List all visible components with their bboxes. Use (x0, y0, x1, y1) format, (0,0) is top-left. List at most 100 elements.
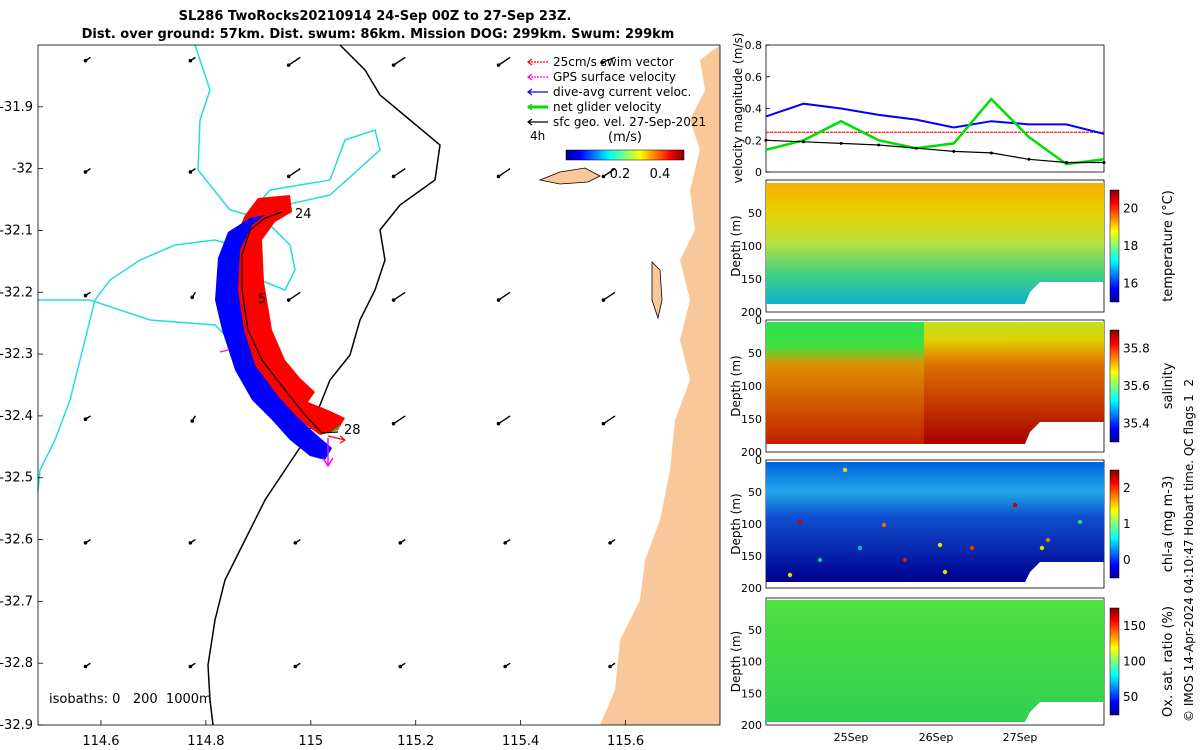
velocity-point (989, 151, 993, 155)
velocity-ylabel: velocity magnitude (m/s) (731, 33, 745, 184)
temperature-panel (765, 179, 1105, 313)
velocity-series-line (765, 102, 1105, 135)
depth-tick-label: 50 (748, 624, 762, 637)
legend-label: GPS surface velocity (553, 70, 676, 84)
depth-tick-label: 50 (748, 207, 762, 220)
map-y-axis: -31.9 -32 -32.1 -32.2 -32.3 -32.4 -32.5 -32.6 -3… (0, 100, 43, 733)
time-tick-label: 27Sep (1003, 731, 1038, 744)
chla-hotspot (881, 522, 887, 528)
velocity-y-axis: 0 0.2 0.4 0.6 0.8 (745, 39, 770, 179)
colorbar-tick-label: 50 (1123, 690, 1138, 704)
chla-hotspot (817, 557, 823, 563)
track-blue-band (215, 215, 332, 460)
chla-hotspot (902, 557, 908, 563)
geo-vel-arrow (188, 168, 196, 174)
glider-track (241, 211, 339, 434)
chla-hotspot (1039, 545, 1045, 551)
garden-island (651, 261, 663, 320)
colorbar-tick-label: 1 (1123, 517, 1131, 531)
velocity-y-tick-label: 0.2 (745, 134, 763, 147)
map-y-tick-label: -31.9 (0, 100, 33, 115)
chla-panel (765, 459, 1105, 589)
map-axes-box (37, 44, 721, 726)
isobath-200m (37, 44, 381, 491)
depth-tick-label: 0 (755, 454, 762, 467)
salinity-panel (765, 319, 1105, 453)
geo-vel-arrow (188, 662, 196, 669)
geo-vel-arrow (608, 538, 616, 545)
chla-hotspot (797, 519, 803, 525)
depth-tick-label: 150 (741, 550, 762, 563)
map-x-tick-label: 114.6 (82, 734, 119, 749)
chla-hotspot (942, 569, 948, 575)
geo-vel-arrow (608, 662, 616, 669)
chla-hotspot (787, 572, 793, 578)
net-glider-velocity-vector (331, 425, 341, 433)
depth-tick-label: 0 (755, 314, 762, 327)
map-x-tick-label: 115 (298, 734, 323, 749)
geo-vel-arrow (293, 662, 301, 669)
land-mass (600, 45, 720, 725)
day-label-24: 24 (295, 207, 312, 222)
map-colorbar-tick: 0.2 (610, 167, 631, 182)
map-y-tick-label: -32.3 (0, 347, 33, 362)
colorbar-tick-label: 35.8 (1123, 342, 1150, 356)
map-colorbar-tick: 0.4 (650, 167, 671, 182)
geo-vel-arrow (391, 291, 406, 302)
legend-label: sfc geo. vel. 27-Sep-2021 (553, 115, 706, 129)
geo-vel-arrow (391, 56, 406, 67)
geo-vel-arrow (286, 168, 301, 179)
chla-hotspot (1012, 502, 1018, 508)
oxygen-section (766, 600, 1104, 722)
legend-label: 25cm/s swim vector (553, 55, 674, 69)
colorbar-label: chl-a (mg m-3) (1161, 476, 1176, 573)
rottnest-island (538, 167, 601, 185)
velocity-point (1064, 160, 1068, 164)
depth-tick-label: 200 (741, 446, 762, 459)
map-colorbar-label: (m/s) (608, 130, 642, 145)
depth-axis-label: Depth (m) (729, 215, 743, 276)
chla-hotspot (1045, 537, 1051, 543)
geo-vel-arrow (190, 415, 196, 423)
section-colorbar (1109, 189, 1120, 303)
depth-axis-label: Depth (m) (729, 493, 743, 554)
depth-tick-label: 100 (741, 656, 762, 669)
legend-entry: sfc geo. vel. 27-Sep-2021 (527, 115, 706, 129)
figure-title-line2: Dist. over ground: 57km. Dist. swum: 86k… (82, 27, 675, 42)
velocity-point (1102, 160, 1106, 164)
geo-vel-arrow (398, 538, 406, 545)
time-tick-label: 26Sep (919, 731, 954, 744)
geo-vel-arrow (293, 538, 301, 545)
geo-vel-arrow (188, 56, 196, 63)
geo-vel-arrow (503, 662, 511, 669)
time-x-axis: 25Sep 26Sep 27Sep (834, 731, 1038, 744)
legend-entry: GPS surface velocity (527, 70, 676, 84)
legend-label: net glider velocity (553, 100, 661, 114)
day-label-28: 28 (344, 423, 361, 438)
depth-tick-label: 200 (741, 582, 762, 595)
figure-title-line1: SL286 TwoRocks20210914 24-Sep 00Z to 27-… (179, 9, 572, 24)
map-x-axis: 114.6 114.8 115 115.2 115.4 115.6 (82, 720, 644, 749)
salinity-section-left (766, 322, 924, 444)
colorbar-tick-label: 16 (1123, 276, 1138, 290)
depth-tick-label: 200 (741, 306, 762, 319)
colorbar-tick-label: 0 (1123, 553, 1131, 567)
colorbar-tick-label: 150 (1123, 619, 1146, 633)
depth-tick-label: 150 (741, 687, 762, 700)
isobath-200m-shelf (38, 299, 226, 336)
velocity-y-tick-label: 0.8 (745, 39, 763, 52)
map-y-tick-label: -32.2 (0, 285, 33, 300)
geo-vel-arrow (83, 291, 91, 298)
section-colorbar (1109, 607, 1120, 716)
chla-hotspots (787, 467, 1083, 578)
colorbar-tick-label: 35.6 (1123, 379, 1150, 393)
velocity-series-line (765, 139, 1104, 164)
geo-vel-arrow (600, 56, 616, 65)
velocity-y-tick-label: 0.4 (745, 103, 763, 116)
colorbar-tick-label: 35.4 (1123, 416, 1150, 430)
time-tick-label: 25Sep (834, 731, 869, 744)
geo-vel-arrow (83, 56, 91, 63)
velocity-y-tick-label: 0 (755, 166, 762, 179)
